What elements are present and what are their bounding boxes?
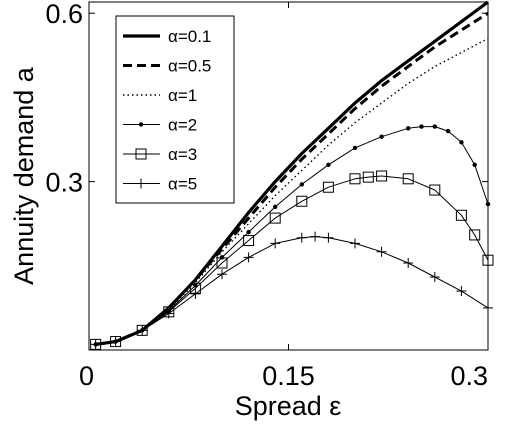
series-line xyxy=(95,0,489,346)
data-point xyxy=(138,122,144,127)
data-point xyxy=(190,288,201,299)
legend-label: α=0.5 xyxy=(168,57,211,76)
data-point xyxy=(419,124,424,129)
data-point xyxy=(406,126,411,131)
legend-label: α=2 xyxy=(168,116,197,135)
legend-label: α=0.1 xyxy=(168,27,211,46)
data-point xyxy=(432,124,437,129)
data-point xyxy=(323,232,334,243)
data-point xyxy=(429,272,440,283)
data-point xyxy=(322,181,334,193)
data-point xyxy=(110,336,121,347)
y-tick-label: 0.3 xyxy=(45,168,83,198)
legend-item: α=2 xyxy=(123,116,197,135)
data-point xyxy=(456,286,467,297)
data-point xyxy=(163,308,174,319)
data-point xyxy=(246,229,251,235)
data-point xyxy=(429,184,441,196)
data-point xyxy=(350,238,360,249)
data-point xyxy=(403,258,414,268)
y-axis-title: Annuity demand a xyxy=(9,66,39,285)
x-axis-title: Spread ε xyxy=(235,391,342,421)
series-2 xyxy=(95,37,489,346)
series-line xyxy=(95,37,489,346)
data-point xyxy=(352,145,358,151)
data-point xyxy=(326,162,331,167)
data-point xyxy=(455,209,467,221)
data-point xyxy=(459,140,464,145)
legend-label: α=3 xyxy=(168,145,197,164)
legend-label: α=5 xyxy=(168,175,197,194)
data-point xyxy=(376,246,387,257)
data-point xyxy=(269,212,281,224)
data-point xyxy=(485,201,491,207)
series-1 xyxy=(95,11,489,346)
data-point xyxy=(445,128,451,134)
data-point xyxy=(472,162,477,167)
data-point xyxy=(219,255,225,260)
x-tick-label: 0.3 xyxy=(450,361,488,391)
legend-item: α=3 xyxy=(123,145,197,164)
data-point xyxy=(243,235,255,247)
y-tick-label: 0.6 xyxy=(45,0,83,29)
data-point xyxy=(299,182,304,187)
series-line xyxy=(95,175,489,345)
data-point xyxy=(483,302,493,313)
data-point xyxy=(136,178,146,189)
legend-label: α=1 xyxy=(168,86,197,105)
series-0 xyxy=(95,0,489,346)
legend-item: α=0.1 xyxy=(123,27,211,46)
series-5 xyxy=(90,231,493,350)
data-point xyxy=(349,173,361,185)
data-point xyxy=(296,195,308,207)
data-point xyxy=(362,171,374,183)
data-point xyxy=(137,325,148,336)
legend-box xyxy=(115,15,235,204)
legend-item: α=0.5 xyxy=(123,57,211,76)
data-point xyxy=(296,232,307,243)
data-point xyxy=(469,229,481,241)
legend-item: α=5 xyxy=(123,175,197,194)
data-point xyxy=(270,238,281,249)
series-line xyxy=(95,11,489,346)
data-point xyxy=(273,204,278,210)
x-tick-label: 0.15 xyxy=(262,361,315,391)
data-point xyxy=(193,283,198,288)
legend-item: α=1 xyxy=(123,86,197,105)
data-point xyxy=(135,148,147,160)
x-tick-label: 0 xyxy=(79,361,94,391)
data-point xyxy=(402,173,414,185)
data-point xyxy=(217,269,227,280)
data-point xyxy=(310,231,321,242)
data-point xyxy=(90,339,101,350)
series-line xyxy=(95,236,489,345)
data-point xyxy=(376,170,388,182)
data-point xyxy=(216,257,228,269)
data-point xyxy=(379,134,384,139)
data-point xyxy=(243,252,254,263)
data-point xyxy=(482,254,494,266)
legend: α=0.1 α=0.5 α=1 α=2 α=3 α=5 xyxy=(115,15,235,204)
